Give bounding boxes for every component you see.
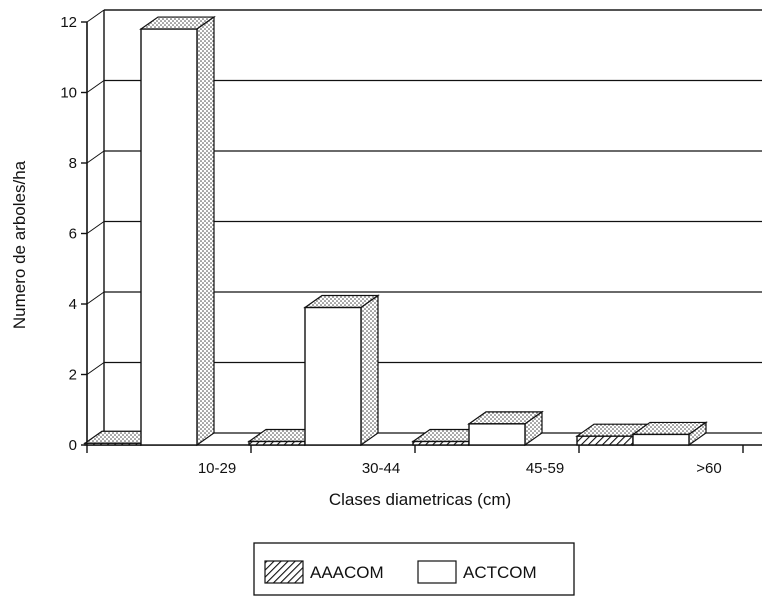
bar-aaacom-3-front: [576, 435, 634, 446]
x-tick-label-2: 45-59: [526, 460, 564, 477]
legend-box: [253, 542, 575, 596]
bar-actcom-3-front: [632, 433, 690, 446]
x-tick-label-0: 10-29: [198, 460, 236, 477]
bar-actcom-2: [467, 410, 544, 447]
y-tick-label-3: 6: [69, 226, 77, 243]
legend-label-actcom: ACTCOM: [463, 563, 537, 582]
bar-actcom-3: [631, 421, 708, 447]
legend-swatch-aaacom: [264, 560, 304, 584]
bar-aaacom-2-front: [412, 440, 470, 446]
bar-actcom-2-front: [468, 423, 526, 446]
x-axis-title: Clases diametricas (cm): [329, 490, 511, 509]
gridline-depth-2: [86, 291, 105, 305]
y-tick-label-6: 12: [60, 14, 77, 31]
bars: [83, 15, 708, 447]
gridline-depth-1: [86, 362, 105, 375]
bar-actcom-1-front: [304, 306, 362, 446]
bar-actcom-0-side: [196, 15, 215, 447]
bar-actcom-1: [303, 294, 380, 447]
bar-aaacom-0-front: [84, 442, 142, 446]
x-tick-label-3: >60: [696, 460, 721, 477]
y-axis-title: Numero de arboles/ha: [10, 160, 29, 329]
bar-actcom-0-front: [140, 28, 198, 446]
gridline-depth-4: [86, 150, 105, 164]
y-tick-label-1: 2: [69, 367, 77, 384]
bar-actcom-0: [139, 15, 216, 447]
legend: AAACOM ACTCOM: [253, 542, 575, 596]
x-tick-labels: 10-29 30-44 45-59 >60: [198, 460, 722, 477]
gridline-depth-6: [86, 9, 105, 23]
y-tick-label-5: 10: [60, 85, 77, 102]
gridline-depth-5: [86, 80, 105, 93]
y-tick-label-4: 8: [69, 155, 77, 172]
y-tick-labels: 0 2 4 6 8 10 12: [60, 14, 77, 454]
gridline-depth-3: [86, 221, 105, 234]
bar-actcom-1-side: [360, 294, 379, 447]
x-tick-label-1: 30-44: [362, 460, 400, 477]
y-tick-label-0: 0: [69, 437, 77, 454]
legend-label-aaacom: AAACOM: [310, 563, 384, 582]
bar-aaacom-1-front: [248, 440, 306, 446]
legend-swatch-actcom: [417, 560, 457, 584]
y-tick-label-2: 4: [69, 296, 77, 313]
